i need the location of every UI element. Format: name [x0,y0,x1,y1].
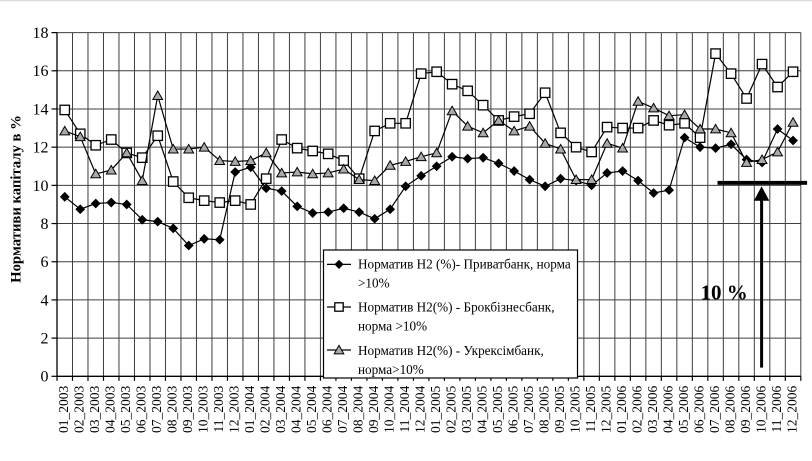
svg-text:18: 18 [33,25,49,42]
svg-text:09_2003: 09_2003 [180,386,195,434]
svg-text:14: 14 [33,101,49,118]
svg-text:04_2003: 04_2003 [103,386,118,434]
svg-text:Нормативи капіталу в %: Нормативи капіталу в % [9,115,25,283]
svg-text:04_2006: 04_2006 [660,386,675,434]
svg-text:04_2004: 04_2004 [288,386,303,434]
svg-text:10_2004: 10_2004 [381,386,396,434]
svg-text:11_2003: 11_2003 [211,386,226,433]
svg-text:08_2005: 08_2005 [536,386,551,434]
svg-text:11_2006: 11_2006 [769,386,784,433]
svg-text:09_2004: 09_2004 [366,386,381,434]
svg-text:07_2006: 07_2006 [707,386,722,434]
svg-text:Норматив Н2 (%)- Приватбанк, н: Норматив Н2 (%)- Приватбанк, норма [358,256,571,271]
svg-text:Норматив Н2(%) - Укрексімбанк,: Норматив Н2(%) - Укрексімбанк, [358,343,544,358]
svg-text:02_2003: 02_2003 [72,386,87,434]
svg-text:05_2003: 05_2003 [118,386,133,434]
svg-text:6: 6 [41,254,49,271]
svg-text:06_2003: 06_2003 [134,386,149,434]
svg-text:03_2005: 03_2005 [459,386,474,434]
svg-text:11_2005: 11_2005 [583,386,598,433]
svg-text:07_2003: 07_2003 [149,386,164,434]
svg-text:норма>10%: норма>10% [358,362,424,377]
svg-text:12_2005: 12_2005 [598,386,613,434]
svg-text:07_2004: 07_2004 [335,386,350,434]
svg-text:2: 2 [41,331,49,348]
svg-text:0: 0 [41,369,49,386]
svg-text:07_2005: 07_2005 [521,386,536,434]
svg-text:02_2004: 02_2004 [258,386,273,434]
svg-text:10 %: 10 % [701,281,748,305]
svg-text:08_2006: 08_2006 [722,386,737,434]
svg-text:03_2006: 03_2006 [645,386,660,434]
svg-text:01_2005: 01_2005 [428,386,443,434]
svg-text:12: 12 [33,140,49,157]
svg-text:8: 8 [41,216,49,233]
svg-text:01_2003: 01_2003 [56,386,71,434]
svg-text:04_2005: 04_2005 [474,386,489,434]
svg-text:05_2005: 05_2005 [490,386,505,434]
svg-text:16: 16 [33,63,49,80]
svg-text:06_2005: 06_2005 [505,386,520,434]
svg-text:09_2006: 09_2006 [738,386,753,434]
svg-text:01_2006: 01_2006 [614,386,629,434]
svg-text:11_2004: 11_2004 [397,386,412,433]
svg-text:10_2006: 10_2006 [753,386,768,434]
svg-text:06_2006: 06_2006 [691,386,706,434]
svg-text:08_2004: 08_2004 [350,386,365,434]
svg-text:06_2004: 06_2004 [319,386,334,434]
svg-text:05_2006: 05_2006 [676,386,691,434]
svg-text:02_2006: 02_2006 [629,386,644,434]
svg-text:10_2005: 10_2005 [567,386,582,434]
svg-text:02_2005: 02_2005 [443,386,458,434]
svg-text:12_2006: 12_2006 [784,386,799,434]
svg-text:норма >10%: норма >10% [358,319,427,334]
svg-text:09_2005: 09_2005 [552,386,567,434]
svg-text:Норматив Н2(%) - Брокбізнесбан: Норматив Н2(%) - Брокбізнесбанк, [358,299,555,314]
svg-text:01_2004: 01_2004 [242,386,257,434]
svg-text:10: 10 [33,178,49,195]
svg-text:03_2003: 03_2003 [87,386,102,434]
svg-text:05_2004: 05_2004 [304,386,319,434]
svg-text:10_2003: 10_2003 [196,386,211,434]
svg-text:12_2004: 12_2004 [412,386,427,434]
svg-text:4: 4 [41,292,49,309]
svg-text:>10%: >10% [358,276,390,291]
svg-text:08_2003: 08_2003 [165,386,180,434]
svg-text:03_2004: 03_2004 [273,386,288,434]
svg-text:12_2003: 12_2003 [227,386,242,434]
